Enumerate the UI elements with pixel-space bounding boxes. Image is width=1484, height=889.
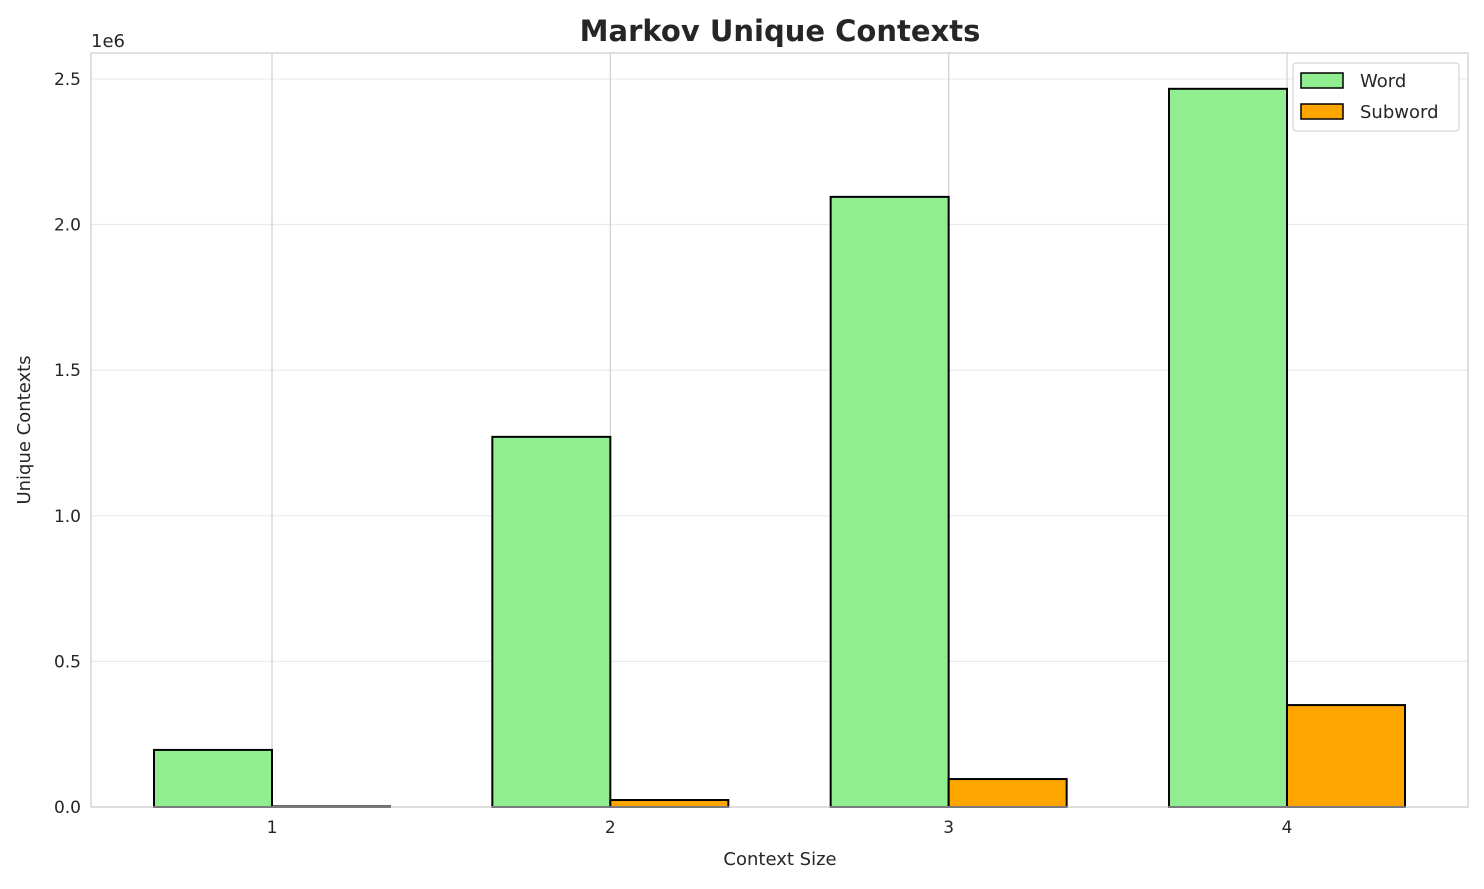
bar-subword-3	[947, 778, 1068, 808]
x-tick-label: 4	[1282, 818, 1293, 838]
bar-word-1	[153, 748, 274, 809]
y-tick-label: 0.0	[54, 798, 81, 818]
legend-label-word: Word	[1360, 71, 1406, 92]
y-tick-label: 2.0	[54, 216, 81, 236]
chart-title: Markov Unique Contexts	[580, 14, 981, 48]
y-tick-label: 0.5	[54, 652, 81, 672]
bar-word-4	[1167, 87, 1288, 809]
plot-frame	[90, 52, 1469, 808]
bar-word-2	[491, 435, 612, 808]
bar-subword-4	[1285, 704, 1406, 808]
y-axis-label: Unique Contexts	[14, 355, 35, 504]
legend: Word Subword	[1292, 62, 1460, 132]
legend-swatch-word	[1300, 72, 1344, 89]
legend-swatch-subword	[1300, 103, 1344, 120]
y-tick-label: 1.0	[54, 507, 81, 527]
legend-label-subword: Subword	[1360, 102, 1439, 123]
bar-subword-2	[609, 799, 730, 809]
y-scale-label: 1e6	[91, 31, 125, 52]
x-tick-label: 3	[943, 818, 954, 838]
y-tick-label: 1.5	[54, 361, 81, 381]
y-tick-label: 2.5	[54, 70, 81, 90]
x-axis-label: Context Size	[723, 849, 836, 870]
x-tick-label: 1	[267, 818, 278, 838]
x-tick-label: 2	[605, 818, 616, 838]
bar-word-3	[829, 195, 950, 809]
